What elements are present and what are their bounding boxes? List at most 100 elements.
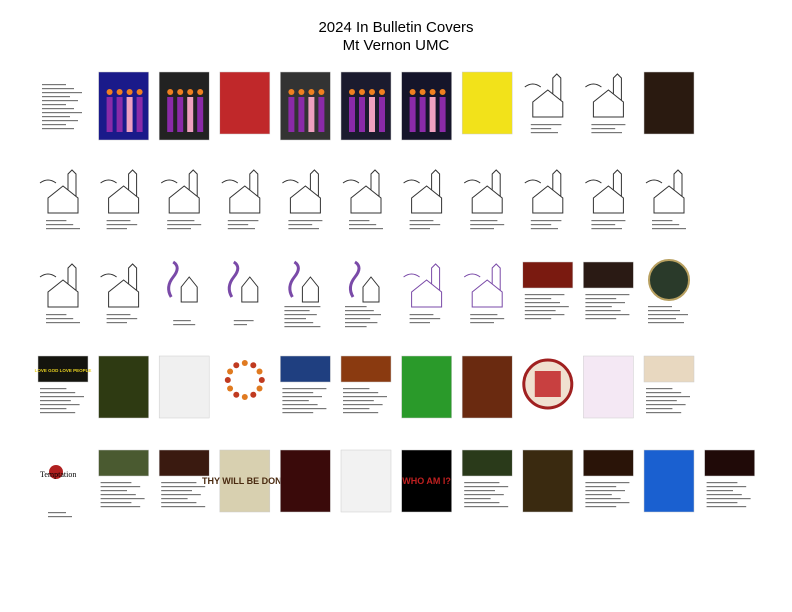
wreath-leaf xyxy=(233,391,240,398)
text-line xyxy=(349,228,383,230)
cover-text: Temptation xyxy=(40,470,76,479)
cover-image xyxy=(461,449,513,477)
text-line xyxy=(282,396,322,398)
swash xyxy=(100,273,117,278)
wreath-leaf xyxy=(224,377,231,383)
bulletin-cover xyxy=(403,263,443,324)
bulletin-cover xyxy=(643,71,695,135)
church-drawing xyxy=(592,73,624,118)
text-line xyxy=(46,314,67,316)
text-line xyxy=(284,314,317,316)
cover-image xyxy=(158,355,210,419)
text-line xyxy=(42,92,82,94)
bulletin-cover xyxy=(280,71,331,141)
text-line xyxy=(409,322,430,324)
text-line xyxy=(345,306,367,308)
text-line xyxy=(284,326,321,328)
music-note xyxy=(288,260,300,298)
cover-image xyxy=(219,449,271,513)
bulletin-cover xyxy=(340,355,392,414)
cover-image xyxy=(98,355,149,419)
text-line xyxy=(227,228,255,230)
bulletin-cover xyxy=(42,84,82,130)
wreath-leaf xyxy=(227,385,234,392)
text-line xyxy=(42,112,82,114)
bulletin-cover xyxy=(583,355,634,419)
text-line xyxy=(652,224,680,226)
text-line xyxy=(530,228,558,230)
bulletin-cover xyxy=(585,169,626,230)
swash xyxy=(645,179,663,184)
swash xyxy=(463,179,481,184)
bulletin-cover xyxy=(167,260,198,326)
text-line xyxy=(40,412,76,414)
bulletin-cover xyxy=(342,169,383,230)
flame xyxy=(318,89,325,95)
text-line xyxy=(706,506,747,508)
bulletin-cover xyxy=(284,260,321,328)
bulletin-cover xyxy=(463,263,505,324)
text-line xyxy=(409,314,434,316)
text-line xyxy=(343,388,370,390)
bulletin-cover xyxy=(403,169,443,230)
text-line xyxy=(167,224,202,226)
church-drawing xyxy=(108,263,140,308)
candle xyxy=(136,97,143,132)
bulletin-cover xyxy=(282,169,323,230)
bulletin-cover xyxy=(160,169,202,230)
text-line xyxy=(161,490,192,492)
text-line xyxy=(106,322,127,324)
text-line xyxy=(524,294,565,296)
text-line xyxy=(42,96,70,98)
candle xyxy=(288,97,295,132)
text-line xyxy=(42,128,74,130)
flame xyxy=(379,89,385,95)
church-drawing xyxy=(47,169,79,214)
candle xyxy=(379,97,385,132)
text-line xyxy=(48,516,72,518)
text-line xyxy=(648,310,680,312)
bulletin-cover xyxy=(219,71,271,135)
text-line xyxy=(524,314,565,316)
flame xyxy=(308,89,315,95)
text-line xyxy=(106,228,127,230)
text-line xyxy=(652,228,686,230)
cover-image xyxy=(37,355,89,383)
bulletin-cover xyxy=(524,169,564,230)
text-line xyxy=(161,506,206,508)
text-line xyxy=(652,220,673,222)
bulletin-cover: WHO AM I? xyxy=(401,449,452,513)
bulletin-cover xyxy=(158,71,210,141)
swash xyxy=(585,83,602,88)
text-line xyxy=(524,318,552,320)
text-line xyxy=(42,84,66,86)
church-drawing xyxy=(180,276,198,303)
text-line xyxy=(530,128,552,130)
bulletin-cover xyxy=(583,261,634,320)
candle xyxy=(177,97,184,132)
candle xyxy=(298,97,305,132)
text-line xyxy=(161,502,197,504)
bulletin-cover: LOVE GOD LOVE PEOPLE xyxy=(35,355,91,414)
bulletin-cover xyxy=(100,263,140,324)
text-line xyxy=(282,404,318,406)
candle xyxy=(359,97,365,132)
text-line xyxy=(48,512,66,514)
text-line xyxy=(585,502,630,504)
text-line xyxy=(42,100,78,102)
text-line xyxy=(288,228,319,230)
flame xyxy=(187,89,194,95)
text-line xyxy=(106,314,131,316)
text-line xyxy=(42,104,66,106)
text-line xyxy=(591,224,616,226)
flame xyxy=(349,89,355,95)
church-drawing xyxy=(653,169,685,214)
cover-image xyxy=(583,355,634,419)
cover-image xyxy=(401,449,452,513)
cover-image xyxy=(643,71,695,135)
music-note xyxy=(227,260,240,298)
text-line xyxy=(470,228,494,230)
bulletin-cover: THY WILL BE DONE xyxy=(202,449,288,513)
cover-image xyxy=(704,449,755,477)
